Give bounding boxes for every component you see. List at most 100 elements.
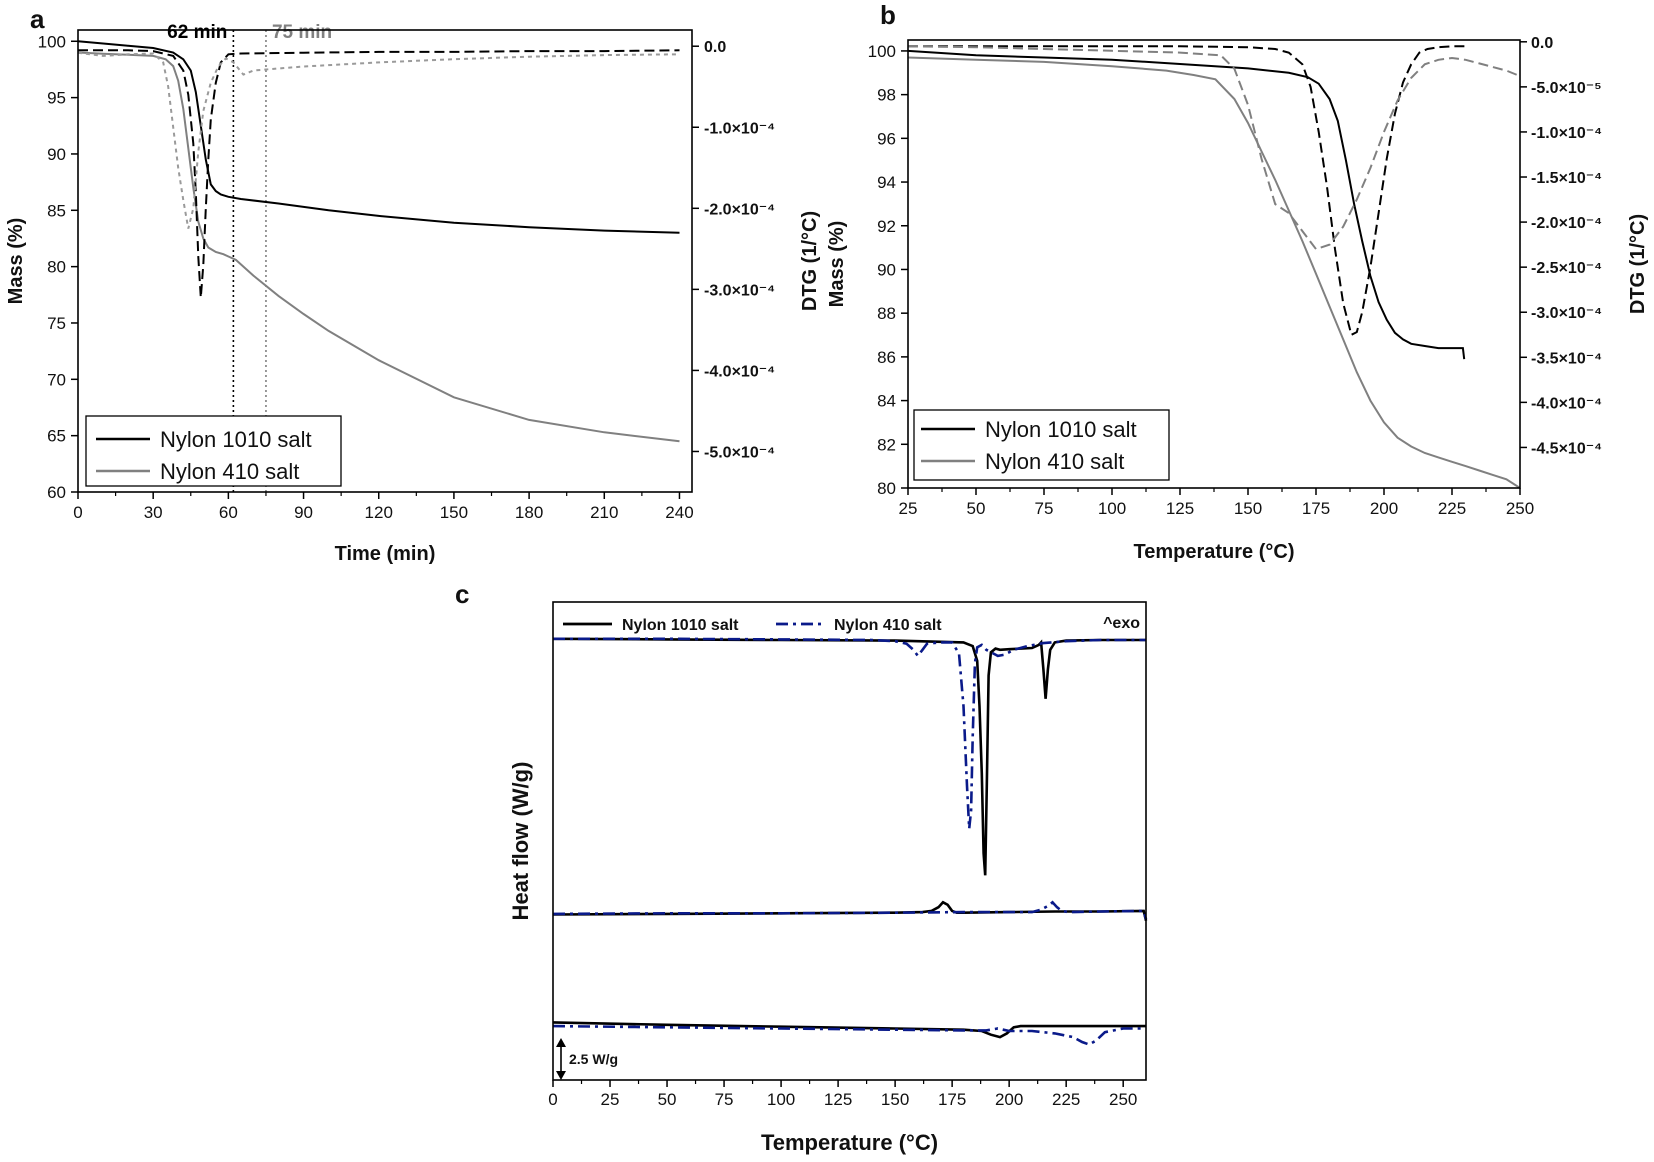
y-tick-label: 88 (877, 304, 896, 323)
series-line (907, 45, 1521, 251)
y2-tick-label: 0.0 (704, 39, 726, 56)
y-tick-label: 65 (47, 427, 66, 446)
x-tick-label: 200 (1370, 499, 1398, 518)
y2-tick-label: -4.0×10⁻⁴ (1531, 395, 1602, 412)
y-tick-label: 95 (47, 89, 66, 108)
y2-tick-label: -1.5×10⁻⁴ (1531, 170, 1602, 187)
y-tick-label: 82 (877, 435, 896, 454)
x-tick-label: 60 (219, 503, 238, 522)
y-tick-label: 86 (877, 348, 896, 367)
y-tick-label: 96 (877, 129, 896, 148)
series-line (77, 40, 680, 234)
y-tick-label: 85 (47, 201, 66, 220)
x-tick-label: 125 (1166, 499, 1194, 518)
y2-tick-label: -4.5×10⁻⁴ (1531, 440, 1602, 457)
scale-bar-arrow-up (556, 1038, 566, 1047)
x-tick-label: 240 (665, 503, 693, 522)
y2-tick-label: -5.0×10⁻⁴ (704, 444, 775, 461)
y-tick-label: 70 (47, 370, 66, 389)
y-tick-label: 92 (877, 217, 896, 236)
y-tick-label: 84 (877, 392, 896, 411)
x-tick-label: 150 (881, 1090, 909, 1109)
y2-tick-label: -3.5×10⁻⁴ (1531, 350, 1602, 367)
x-tick-label: 225 (1438, 499, 1466, 518)
y-tick-label: 90 (877, 260, 896, 279)
legend-label: Nylon 1010 salt (985, 417, 1137, 442)
y-axis-title: Mass (%) (5, 218, 27, 305)
y2-tick-label: -4.0×10⁻⁴ (704, 363, 775, 380)
x-tick-label: 50 (967, 499, 986, 518)
y2-axis-title: DTG (1/°C) (799, 211, 821, 311)
legend-label: Nylon 1010 salt (622, 617, 739, 634)
y2-tick-label: -3.0×10⁻⁴ (1531, 305, 1602, 322)
x-tick-label: 0 (548, 1090, 557, 1109)
y-tick-label: 90 (47, 145, 66, 164)
series-line (552, 1021, 1146, 1039)
x-tick-label: 50 (658, 1090, 677, 1109)
x-tick-label: 150 (1234, 499, 1262, 518)
panel-c: c 0 25 50 75 100 125 150 175 200 225 250 Temperature… (455, 579, 1148, 1155)
y2-tick-label: 0.0 (1531, 35, 1553, 52)
x-tick-label: 250 (1109, 1090, 1137, 1109)
x-tick-label: 100 (767, 1090, 795, 1109)
y2-tick-label: -2.0×10⁻⁴ (704, 201, 775, 218)
x-tick-label: 250 (1506, 499, 1534, 518)
panel-a: a 62 min 75 min 0 30 60 90 120 150 180 210 240 60 65 7… (5, 4, 821, 565)
x-tick-label: 25 (899, 499, 918, 518)
plot-frame (552, 601, 1147, 1081)
series-line (552, 1024, 1146, 1046)
y2-tick-label: -5.0×10⁻⁵ (1531, 80, 1602, 97)
series-line (552, 900, 1148, 921)
series-line (552, 637, 1146, 876)
y2-tick-label: -1.0×10⁻⁴ (704, 120, 775, 137)
series-line (78, 49, 680, 298)
y2-tick-label: -2.5×10⁻⁴ (1531, 260, 1602, 277)
x-tick-label: 100 (1098, 499, 1126, 518)
x-axis-title: Time (min) (335, 543, 436, 565)
annotation-label: 62 min (167, 22, 227, 43)
y2-tick-label: -2.0×10⁻⁴ (1531, 215, 1602, 232)
x-tick-label: 120 (365, 503, 393, 522)
x-tick-label: 0 (73, 503, 82, 522)
y-tick-label: 80 (47, 258, 66, 277)
x-axis-title: Temperature (°C) (1134, 541, 1295, 563)
y-axis-title: Heat flow (W/g) (508, 762, 533, 921)
panel-letter: b (880, 0, 896, 30)
y-tick-label: 80 (877, 479, 896, 498)
x-tick-label: 75 (1035, 499, 1054, 518)
legend-label: Nylon 410 salt (834, 617, 942, 634)
x-tick-label: 125 (824, 1090, 852, 1109)
x-tick-label: 180 (515, 503, 543, 522)
legend-box (85, 415, 342, 487)
x-tick-label: 200 (995, 1090, 1023, 1109)
x-tick-label: 210 (590, 503, 618, 522)
legend-label: Nylon 1010 salt (160, 427, 312, 452)
series-line (553, 637, 1146, 829)
x-tick-label: 150 (440, 503, 468, 522)
scale-bar-arrow-down (556, 1071, 566, 1080)
y-tick-label: 60 (47, 483, 66, 502)
series-line (552, 900, 1148, 920)
series-line (907, 56, 1521, 489)
exo-annotation: ^exo (1103, 615, 1140, 632)
x-tick-label: 90 (294, 503, 313, 522)
y2-tick-label: -1.0×10⁻⁴ (1531, 125, 1602, 142)
panel-b: b 25 50 75 100 125 150 175 200 225 250 80 82 84 86 88 90… (826, 0, 1649, 563)
x-tick-label: 175 (1302, 499, 1330, 518)
series-line (77, 51, 680, 443)
plot-frame (77, 29, 693, 493)
annotation-label: 75 min (272, 22, 332, 43)
series-line (907, 49, 1466, 360)
legend-label: Nylon 410 salt (985, 449, 1124, 474)
y2-axis-title: DTG (1/°C) (1627, 214, 1649, 314)
y-axis-title: Mass (%) (826, 221, 848, 308)
y-tick-label: 98 (877, 86, 896, 105)
legend-label: Nylon 410 salt (160, 459, 299, 484)
x-tick-label: 175 (938, 1090, 966, 1109)
y2-tick-label: -3.0×10⁻⁴ (704, 282, 775, 299)
panel-letter: c (455, 579, 469, 609)
x-tick-label: 25 (601, 1090, 620, 1109)
panel-letter: a (30, 4, 45, 34)
y-tick-label: 100 (38, 32, 66, 51)
